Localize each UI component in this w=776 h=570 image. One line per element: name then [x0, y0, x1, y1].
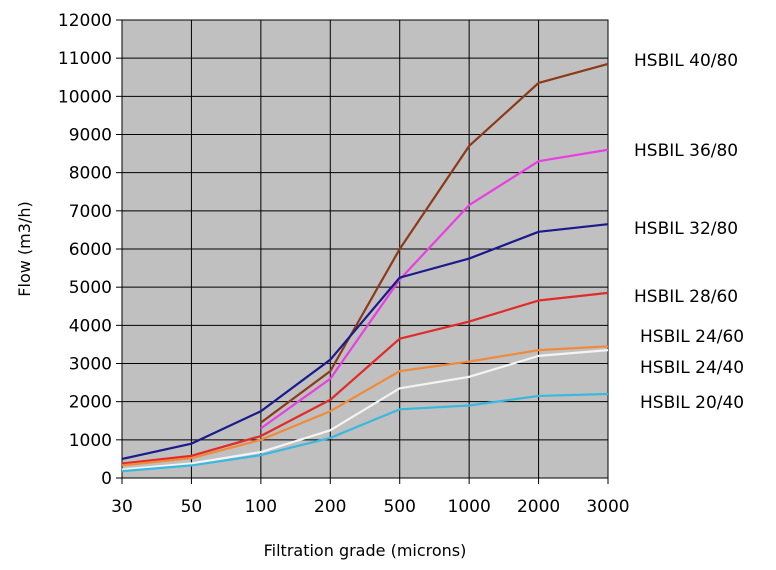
series-line-hsbil-28-60	[121, 291, 609, 465]
y-tick-label: 11000	[58, 49, 112, 69]
legend: HSBIL 40/80 HSBIL 36/80 HSBIL 32/80 HSBIL 2…	[634, 51, 744, 413]
x-axis-label: Filtration grade (microns)	[264, 541, 467, 560]
y-tick-label: 9000	[69, 126, 112, 146]
series-line-hsbil-24-40	[121, 349, 609, 471]
y-tick-label: 10000	[58, 87, 112, 107]
x-tick-label: 100	[245, 497, 277, 517]
y-tick-label: 0	[101, 469, 112, 489]
x-tick-label: 50	[181, 497, 203, 517]
y-tick-label: 6000	[69, 240, 112, 260]
series-line-hsbil-40-80	[260, 62, 609, 424]
y-tick-label: 12000	[58, 11, 112, 31]
y-tick-label: 7000	[69, 202, 112, 222]
legend-label: HSBIL 28/60	[634, 287, 738, 307]
y-axis: 0 1000 2000 3000 4000 5000 6000 7000 8000 9000 100…	[58, 11, 122, 489]
x-axis: 30 50 100 200 500 1000 2000 3000	[111, 478, 630, 517]
legend-label: HSBIL 36/80	[634, 141, 738, 161]
x-tick-label: 200	[314, 497, 346, 517]
x-tick-label: 3000	[586, 497, 629, 517]
y-tick-label: 3000	[69, 355, 112, 375]
series-line-hsbil-24-60	[121, 345, 609, 467]
series-lines	[121, 62, 609, 473]
legend-label: HSBIL 24/40	[640, 358, 744, 378]
legend-label: HSBIL 32/80	[634, 219, 738, 239]
x-tick-label: 30	[111, 497, 133, 517]
series-line-hsbil-20-40	[121, 392, 609, 473]
y-tick-label: 4000	[69, 316, 112, 336]
series-line-hsbil-32-80	[121, 223, 609, 460]
x-tick-label: 2000	[517, 497, 560, 517]
y-tick-label: 8000	[69, 164, 112, 184]
y-axis-label: Flow (m3/h)	[15, 201, 34, 296]
legend-label: HSBIL 40/80	[634, 51, 738, 71]
x-tick-label: 1000	[448, 497, 491, 517]
legend-label: HSBIL 24/60	[640, 327, 744, 347]
x-tick-label: 500	[383, 497, 415, 517]
y-tick-label: 1000	[69, 431, 112, 451]
y-tick-label: 5000	[69, 278, 112, 298]
y-tick-label: 2000	[69, 393, 112, 413]
legend-label: HSBIL 20/40	[640, 393, 744, 413]
series-line-hsbil-36-80	[260, 148, 609, 430]
